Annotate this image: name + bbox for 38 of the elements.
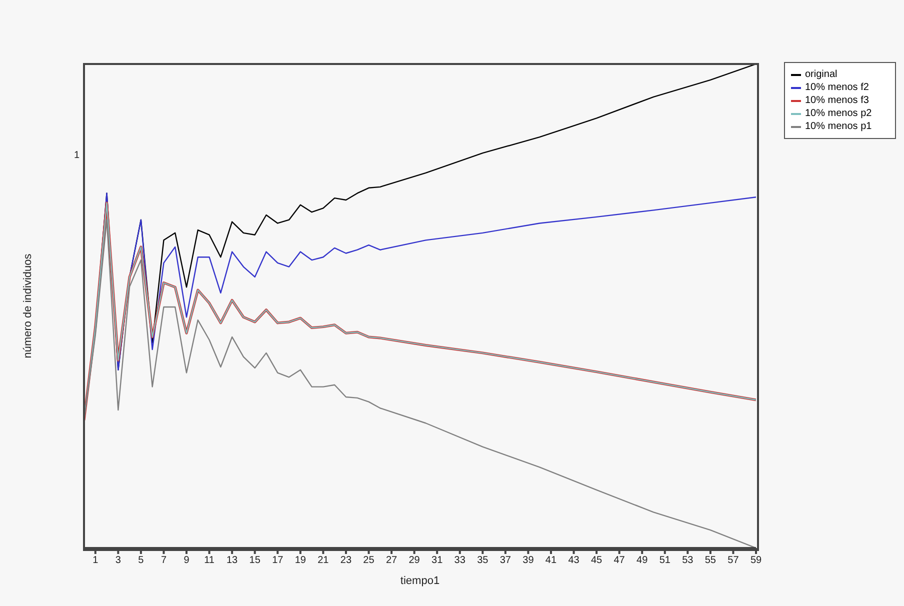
x-tick-label: 39	[522, 555, 534, 566]
legend-label: 10% menos p1	[805, 121, 872, 132]
x-tick-label: 29	[408, 555, 420, 566]
x-tick-label: 11	[204, 555, 215, 566]
text: 1	[74, 150, 80, 161]
x-tick-label: 35	[477, 555, 489, 566]
legend-label: original	[805, 69, 838, 80]
x-tick-label: 55	[704, 555, 716, 566]
x-tick-label: 53	[682, 555, 694, 566]
x-tick-label: 1	[92, 555, 99, 566]
x-tick-label: 31	[432, 555, 444, 566]
x-tick-label: 13	[226, 555, 238, 566]
legend-label: 10% menos f3	[805, 95, 869, 106]
y-axis-title: número de individuos	[22, 252, 35, 360]
x-tick-label: 19	[294, 555, 306, 566]
x-tick-label: 59	[750, 555, 762, 566]
x-tick-label: 3	[115, 555, 122, 566]
x-tick-label: 37	[500, 555, 512, 566]
x-tick-label: 57	[728, 555, 740, 566]
x-tick-label: 43	[568, 555, 580, 566]
x-tick-label: 9	[184, 555, 190, 566]
x-tick-label: 47	[614, 555, 626, 566]
x-tick-label: 49	[636, 555, 648, 566]
x-axis-title: tiempo1	[400, 575, 440, 587]
x-tick-label: 27	[386, 555, 398, 566]
x-tick-label: 45	[590, 555, 603, 566]
x-tick-label: 51	[659, 555, 671, 566]
x-tick-label: 21	[318, 555, 330, 566]
x-tick-label: 5	[138, 555, 144, 566]
x-tick-label: 15	[249, 555, 261, 566]
legend-label: 10% menos p2	[805, 108, 872, 119]
x-tick-label: 33	[454, 555, 466, 566]
x-tick-label: 25	[363, 555, 375, 566]
x-tick-label: 41	[545, 555, 557, 566]
x-tick-label: 7	[160, 555, 167, 566]
x-tick-label: 17	[272, 555, 284, 566]
legend-label: 10% menos f2	[805, 82, 869, 93]
x-tick-label: 23	[340, 555, 352, 566]
